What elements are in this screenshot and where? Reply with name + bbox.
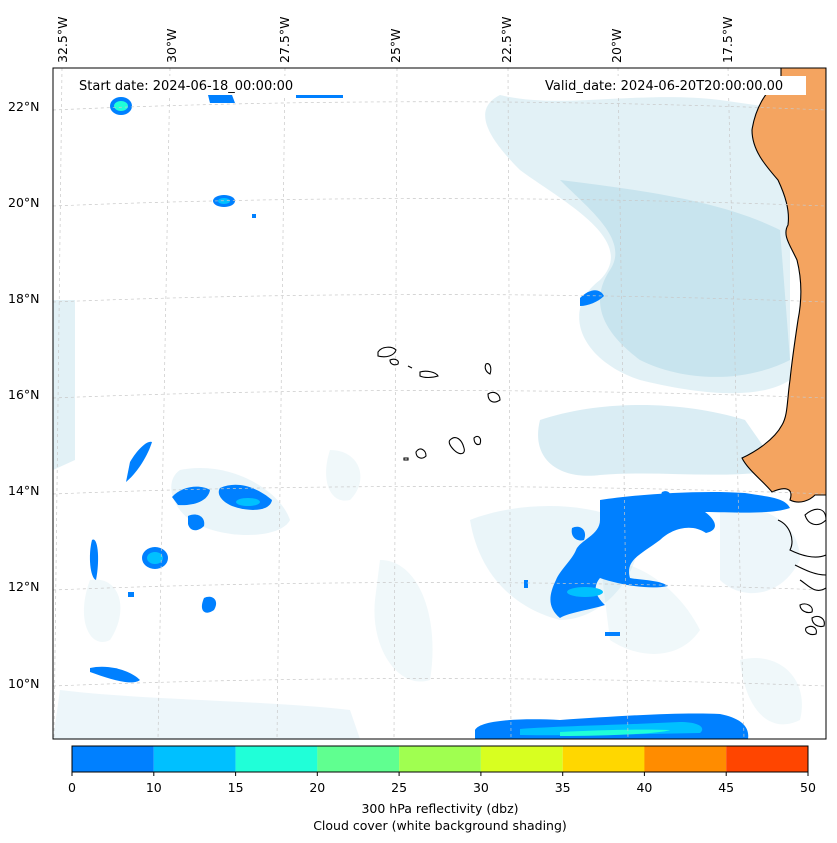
lon-label-25w: 25°W [388,28,403,63]
colorbar-tick-25: 25 [391,780,407,795]
lon-label-17-5w: 17.5°W [720,17,735,63]
colorbar-segment-2 [235,746,318,772]
lat-label-10n: 10°N [8,676,40,691]
valid-date-label: Valid_date: 2024-06-20T20:00:00.00 [545,79,783,94]
lat-label-16n: 16°N [8,387,40,402]
colorbar-tick-40: 40 [636,780,652,795]
lat-label-22n: 22°N [8,99,40,114]
colorbar-segment-4 [399,746,481,772]
colorbar-segment-5 [480,746,563,772]
colorbar: 0 10 15 20 25 30 35 40 45 50 [68,745,816,795]
lat-label-18n: 18°N [8,291,40,306]
colorbar-segment-3 [317,746,400,772]
start-date-label: Start date: 2024-06-18_00:00:00 [79,79,293,94]
colorbar-tick-35: 35 [555,780,571,795]
graticule [53,68,826,739]
colorbar-segment-8 [726,746,808,772]
lat-label-12n: 12°N [8,579,40,594]
colorbar-segment-7 [644,746,727,772]
colorbar-tick-15: 15 [228,780,244,795]
cloud-cover-label: Cloud cover (white background shading) [313,818,567,833]
colorbar-segment-0 [72,746,154,772]
colorbar-tick-0: 0 [68,780,76,795]
colorbar-label: 300 hPa reflectivity (dbz) [361,801,518,816]
colorbar-tick-30: 30 [473,780,489,795]
start-date-box: Start date: 2024-06-18_00:00:00 [74,76,314,95]
lon-label-22-5w: 22.5°W [499,17,514,63]
colorbar-segment-1 [153,746,236,772]
colorbar-ticks [71,772,809,776]
map-background [53,68,826,739]
colorbar-tick-45: 45 [718,780,734,795]
valid-date-box: Valid_date: 2024-06-20T20:00:00.00 [540,76,806,95]
lon-label-32-5w: 32.5°W [55,17,70,63]
colorbar-outline [71,745,809,773]
reflectivity-layer [89,95,790,739]
lat-label-20n: 20°N [8,195,40,210]
coastlines [377,346,826,636]
lon-label-20w: 20°W [609,28,624,63]
africa-landmass [741,68,826,503]
map-border [52,67,827,740]
lat-label-14n: 14°N [8,483,40,498]
lon-label-30w: 30°W [164,28,179,63]
colorbar-tick-10: 10 [146,780,162,795]
colorbar-tick-50: 50 [800,780,816,795]
colorbar-segment-6 [562,746,645,772]
lon-label-27-5w: 27.5°W [277,17,292,63]
colorbar-tick-20: 20 [309,780,325,795]
